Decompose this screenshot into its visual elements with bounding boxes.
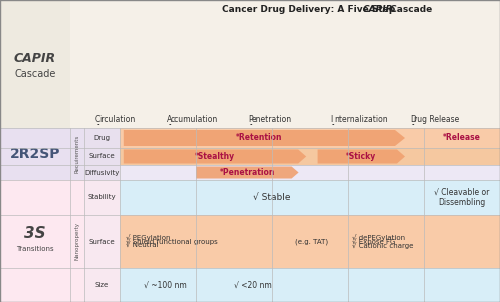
Text: √ <20 nm: √ <20 nm (234, 281, 272, 290)
Text: Size: Size (95, 282, 109, 288)
Text: 2R2SP: 2R2SP (10, 147, 60, 161)
Text: CAPIR: CAPIR (14, 52, 56, 65)
Text: A: A (167, 115, 172, 124)
Text: rug Release: rug Release (414, 115, 459, 124)
Text: Cancer Drug Delivery: A Five Step: Cancer Drug Delivery: A Five Step (222, 5, 398, 14)
Bar (70, 180, 84, 302)
Bar (84, 128, 120, 180)
Text: enetration: enetration (252, 115, 292, 124)
Text: Surface: Surface (88, 153, 116, 159)
Text: *Penetration: *Penetration (220, 168, 275, 177)
Text: 3S: 3S (24, 226, 46, 240)
Text: √ Neutral: √ Neutral (126, 243, 158, 249)
Bar (120, 215, 500, 268)
Text: I: I (330, 115, 332, 124)
Bar (0, 128, 70, 180)
Text: *Retention: *Retention (236, 133, 282, 143)
Text: Requirements: Requirements (74, 135, 80, 173)
Bar (120, 128, 500, 148)
Text: √ ~100 nm: √ ~100 nm (144, 281, 187, 290)
Text: *Sticky: *Sticky (346, 152, 376, 161)
Text: D: D (410, 115, 416, 124)
Text: √ Cationic charge: √ Cationic charge (352, 242, 413, 249)
Text: √ dePEGylation: √ dePEGylation (352, 234, 405, 241)
Text: √ Stable: √ Stable (254, 193, 291, 202)
Bar (120, 268, 500, 302)
Bar (120, 165, 500, 180)
Text: Drug: Drug (94, 135, 110, 141)
Text: *Stealthy: *Stealthy (195, 152, 235, 161)
Polygon shape (124, 130, 405, 146)
Text: Cascade: Cascade (14, 69, 56, 79)
Text: √ Shield functional groups: √ Shield functional groups (126, 238, 218, 245)
Text: Surface: Surface (88, 239, 116, 245)
Bar (84, 180, 120, 302)
Text: Nanoproperty: Nanoproperty (74, 222, 80, 260)
Text: √ Expose FG: √ Expose FG (352, 238, 395, 245)
Text: P: P (248, 115, 252, 124)
Bar (120, 180, 500, 215)
Text: (e.g. TAT): (e.g. TAT) (295, 238, 328, 245)
Polygon shape (124, 149, 306, 163)
Text: Transitions: Transitions (16, 246, 54, 252)
Bar (120, 148, 500, 165)
Polygon shape (318, 149, 405, 163)
Polygon shape (196, 166, 298, 178)
Text: Stability: Stability (88, 194, 117, 201)
Text: CAPIR: CAPIR (363, 5, 393, 14)
Text: *Release: *Release (443, 133, 481, 143)
Bar (70, 128, 84, 180)
Bar (0, 0, 500, 128)
Text: √ PEGylation: √ PEGylation (126, 234, 170, 241)
Bar (0, 180, 70, 302)
Bar (0, 0, 70, 128)
Text: C: C (95, 115, 100, 124)
Text: ccumulation: ccumulation (171, 115, 218, 124)
Text: √ Cleavable or
Dissembling: √ Cleavable or Dissembling (434, 188, 490, 207)
Text: Cascade: Cascade (388, 5, 432, 14)
Text: irculation: irculation (99, 115, 135, 124)
Text: nternalization: nternalization (334, 115, 388, 124)
Text: Diffusivity: Diffusivity (84, 169, 120, 175)
